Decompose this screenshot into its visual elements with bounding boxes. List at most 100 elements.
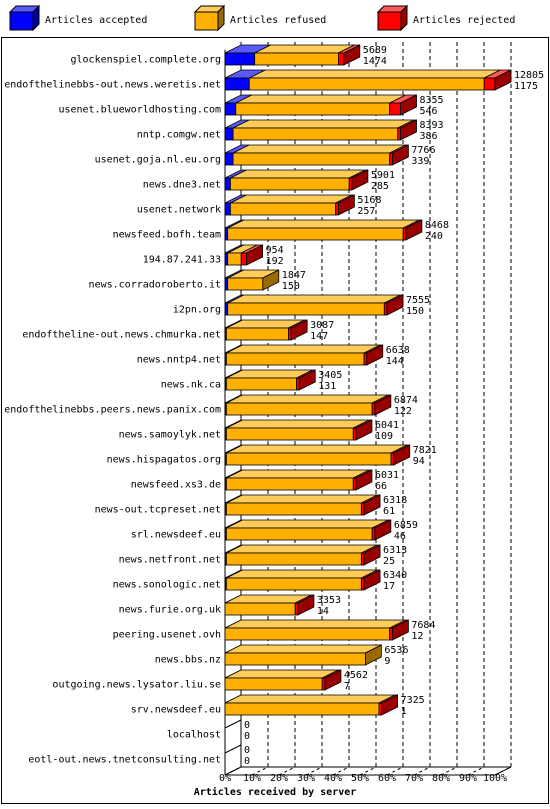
bar: [225, 477, 354, 491]
bar: [363, 352, 368, 366]
bar: [224, 652, 366, 666]
bar: [224, 702, 380, 716]
total-label: 6638: [386, 345, 410, 356]
count-label: 122: [394, 406, 412, 417]
floor-grid-line: [305, 766, 323, 776]
x-tick-label: 50%: [351, 773, 369, 784]
y-tick-label: glockenspiel.complete.org: [70, 55, 221, 66]
count-label: 131: [318, 381, 336, 392]
total-label: 8355: [420, 95, 444, 106]
bar: [232, 152, 391, 166]
bar-top: [226, 544, 378, 554]
count-label: 0: [244, 731, 250, 742]
total-label: 8393: [420, 120, 444, 131]
total-label: 7684: [411, 620, 435, 631]
bar: [229, 177, 350, 191]
y-tick-label: news.sonologic.net: [113, 580, 221, 591]
total-label: 6313: [383, 545, 407, 556]
floor-grid-line: [386, 766, 404, 776]
count-label: 150: [406, 306, 424, 317]
count-label: 46: [394, 531, 406, 542]
total-label: 1847: [282, 270, 306, 281]
bar-side: [374, 394, 392, 416]
bar: [335, 202, 339, 216]
bar: [227, 252, 242, 266]
total-label: 6874: [394, 395, 418, 406]
y-tick-label: i2pn.org: [173, 305, 221, 316]
total-label: 6041: [375, 420, 399, 431]
total-label: 0: [244, 745, 250, 756]
legend-swatch: [194, 11, 219, 31]
bar: [224, 77, 250, 91]
bar-side: [246, 244, 264, 266]
x-axis-title: Articles received by server: [194, 786, 357, 798]
count-label: 386: [420, 131, 438, 142]
count-label: 0: [244, 756, 250, 767]
bar-top: [227, 219, 420, 229]
bar: [296, 377, 300, 391]
bar-top: [232, 144, 406, 154]
bar: [348, 177, 353, 191]
y-tick-label: peering.usenet.ovh: [113, 630, 221, 641]
bar: [224, 177, 231, 191]
total-label: 954: [266, 245, 284, 256]
count-label: 192: [266, 256, 284, 267]
y-tick-label: nntp.comgw.net: [137, 130, 221, 141]
count-label: 150: [282, 281, 300, 292]
bar: [248, 77, 485, 91]
bar: [224, 302, 229, 316]
total-label: 3405: [318, 370, 342, 381]
floor-grid-line: [467, 766, 485, 776]
bar-side: [351, 169, 369, 191]
bar-top: [226, 469, 370, 479]
count-label: 257: [357, 206, 375, 217]
bar-top: [226, 419, 370, 429]
bar: [389, 102, 401, 116]
x-tick-label: 90%: [459, 773, 477, 784]
bar: [225, 552, 362, 566]
total-label: 3353: [317, 595, 341, 606]
count-label: 240: [425, 231, 443, 242]
bar: [224, 152, 234, 166]
bar-top: [224, 644, 382, 654]
bar: [240, 252, 247, 266]
bar: [225, 427, 354, 441]
count-label: 94: [413, 456, 425, 467]
y-tick-label: usenet.goja.nl.eu.org: [95, 155, 221, 166]
bar: [227, 302, 385, 316]
bar: [225, 402, 373, 416]
total-label: 5901: [371, 170, 395, 181]
bar-side: [355, 419, 373, 441]
y-tick-label: endoftheline-out.news.chmurka.net: [22, 330, 221, 341]
count-label: 109: [375, 431, 393, 442]
bar: [360, 502, 365, 516]
floor-grid-line: [332, 766, 350, 776]
bar: [225, 452, 392, 466]
bar-top: [232, 119, 414, 129]
x-tick-label: 80%: [432, 773, 450, 784]
x-tick-label: 40%: [324, 773, 342, 784]
count-label: 339: [411, 156, 429, 167]
count-label: 17: [383, 581, 395, 592]
total-label: 6318: [383, 495, 407, 506]
x-tick-label: 70%: [405, 773, 423, 784]
bar: [352, 427, 357, 441]
total-label: 12805: [514, 70, 544, 81]
bar-top: [254, 44, 355, 54]
floor-grid-line: [440, 766, 458, 776]
floor-grid-line: [494, 766, 512, 776]
count-label: 147: [310, 331, 328, 342]
bar-side: [364, 644, 382, 666]
bar-side: [400, 119, 417, 141]
bar-side: [324, 669, 342, 691]
bar-side: [343, 44, 361, 66]
count-label: 25: [383, 556, 395, 567]
bar: [483, 77, 496, 91]
x-tick-label: 20%: [270, 773, 288, 784]
bar: [383, 302, 388, 316]
bar-top: [224, 719, 242, 729]
count-label: 285: [371, 181, 389, 192]
bar: [227, 277, 264, 291]
y-tick-label: news.hispagatos.org: [107, 455, 221, 466]
